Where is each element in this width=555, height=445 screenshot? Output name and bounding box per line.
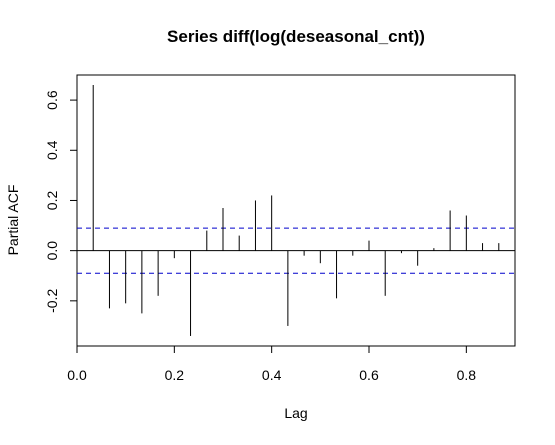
plot-area: 0.0 0.2 0.4 0.6 0.8 -0.2 0.0 0.2 0.4 0.6 [44,74,516,383]
y-axis-label: Partial ACF [5,185,21,256]
y-tick-label: 0.2 [44,191,60,211]
x-tick-label: 0.6 [359,367,379,383]
y-tick-label: 0.4 [44,140,60,160]
x-axis-label: Lag [284,405,307,421]
plot-frame [76,74,516,347]
y-tick-label: 0.6 [44,90,60,110]
chart-title: Series diff(log(deseasonal_cnt)) [167,27,425,46]
y-tick-label: 0.0 [44,241,60,261]
x-tick-label: 0.8 [457,367,477,383]
x-tick-label: 0.4 [262,367,282,383]
y-tick-label: -0.2 [44,289,60,313]
x-tick-label: 0.0 [67,367,87,383]
x-tick-label: 0.2 [165,367,185,383]
